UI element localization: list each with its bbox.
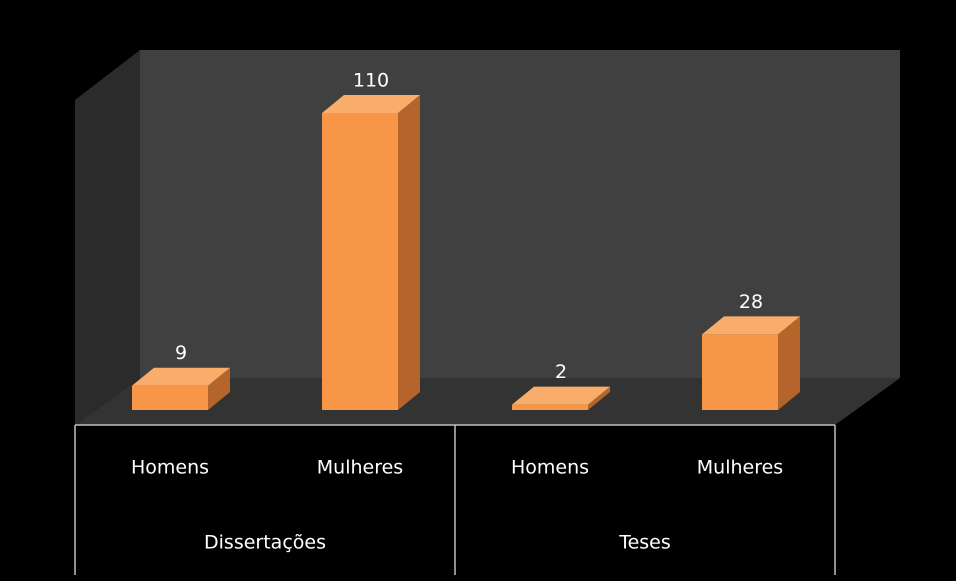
group-label: Teses: [618, 532, 671, 554]
x-tick-label: Mulheres: [697, 457, 783, 479]
bar-top: [132, 367, 230, 386]
bar-side: [778, 316, 800, 410]
bar-side: [398, 95, 420, 410]
bar-side: [208, 367, 230, 410]
side-wall: [75, 50, 140, 425]
x-tick-label: Homens: [511, 457, 589, 479]
data-label: 28: [739, 291, 763, 313]
data-label: 9: [175, 342, 187, 364]
bar-top: [322, 95, 420, 113]
group-label: Dissertações: [204, 532, 326, 554]
bar-side: [588, 386, 610, 410]
data-label: 110: [353, 70, 389, 92]
bar-top: [512, 386, 610, 405]
x-tick-label: Homens: [131, 457, 209, 479]
floor: [75, 378, 900, 425]
x-tick-label: Mulheres: [317, 457, 403, 479]
data-label: 2: [555, 361, 567, 383]
bar: [322, 113, 398, 410]
bar: [512, 404, 588, 410]
bar: [702, 334, 778, 410]
bar-top: [702, 316, 800, 335]
bar: [132, 385, 208, 410]
